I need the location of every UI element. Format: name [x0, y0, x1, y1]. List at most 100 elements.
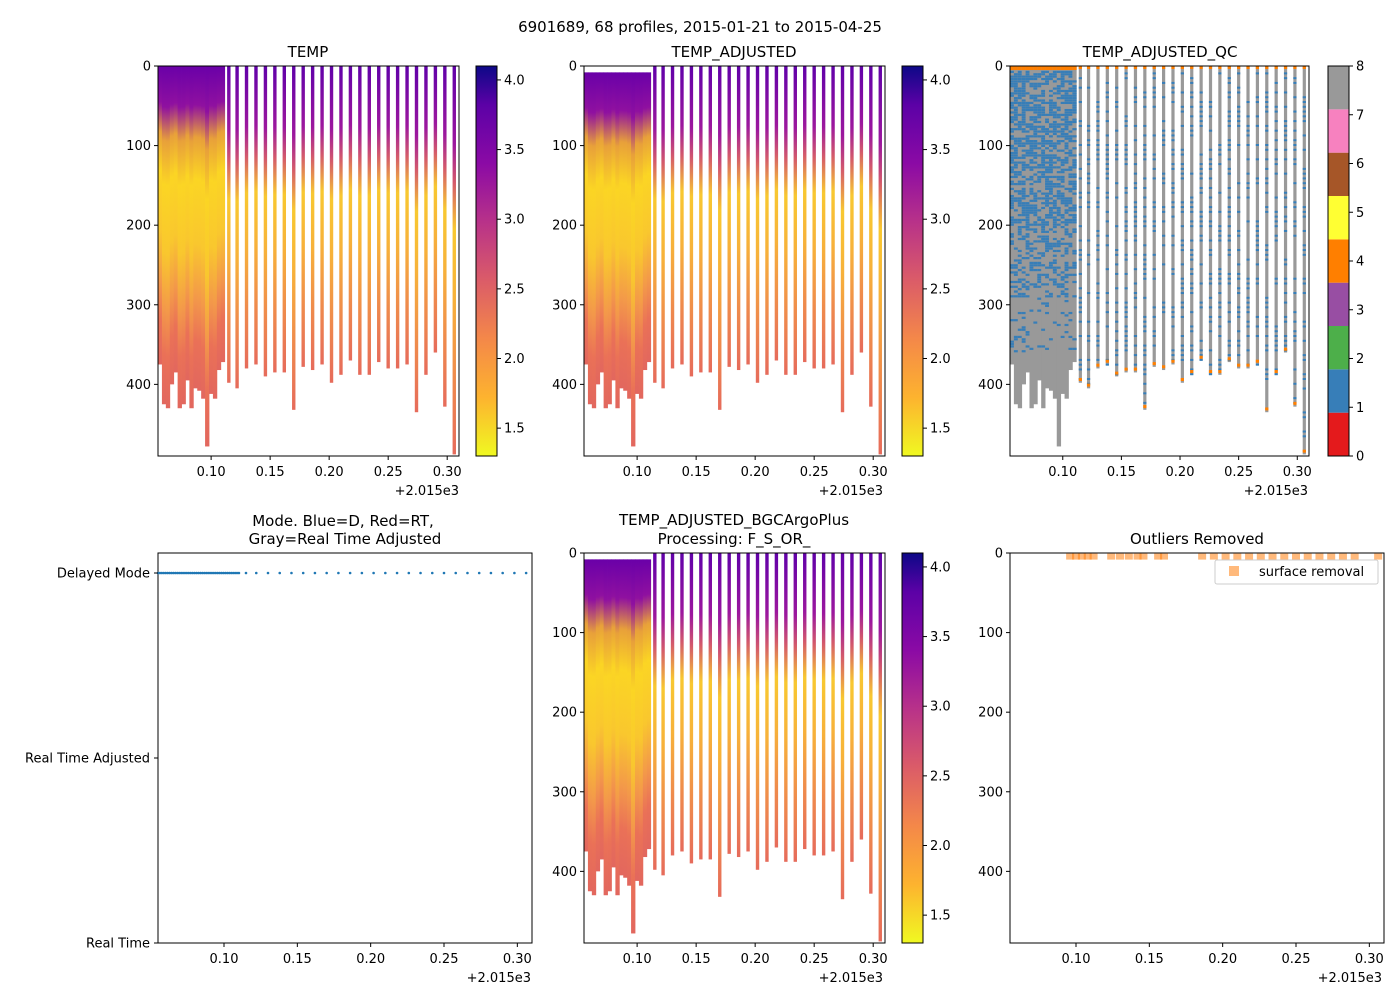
qc-cell-good	[1068, 187, 1073, 190]
qc-cell-good	[1025, 245, 1030, 248]
y-tick-label: 0	[569, 547, 577, 562]
qc-cell-good	[1029, 101, 1034, 105]
qc-cell-good	[1246, 172, 1250, 175]
qc-cell-good	[1060, 140, 1065, 143]
qc-cell-good	[1068, 87, 1073, 90]
qc-cell-good	[1265, 368, 1269, 371]
qc-cell-good	[1010, 151, 1015, 155]
qc-cell-good	[1227, 124, 1231, 127]
qc-cell-good	[1265, 258, 1269, 261]
qc-cell-good	[1060, 202, 1065, 205]
qc-cell-good	[1060, 161, 1065, 164]
qc-cell-good	[1052, 80, 1058, 83]
qc-cell-good	[1302, 411, 1306, 414]
qc-cell-good	[1293, 129, 1297, 132]
qc-cell-good	[1227, 339, 1231, 342]
qc-cell-good	[1037, 154, 1042, 157]
qc-cell-good	[1086, 86, 1091, 89]
qc-cell-good	[1013, 190, 1019, 193]
y-category-label: Delayed Mode	[57, 567, 150, 582]
qc-cell-good	[1180, 124, 1184, 127]
qc-cell-good	[1052, 161, 1058, 164]
qc-cell-good	[1218, 272, 1222, 275]
qc-cell-good	[1152, 225, 1156, 228]
y-tick-label: 300	[126, 298, 151, 313]
qc-cell-good	[1152, 253, 1156, 256]
qc-cell-good	[1293, 225, 1297, 228]
temp-x-ticks: 0.10 0.15 0.20 0.25 0.30	[197, 456, 462, 480]
colorbar-tick-label: 3.5	[930, 143, 951, 158]
qc-cell-good	[1068, 75, 1073, 78]
qc-cell-good	[1072, 338, 1077, 341]
qc-cell-good	[1037, 82, 1042, 85]
qc-cell-good	[1052, 223, 1058, 226]
qc-cell-good	[1048, 266, 1054, 269]
qc-cell-good	[1064, 266, 1069, 269]
qc-cell-good	[1227, 234, 1231, 237]
qc-cell-good	[1302, 358, 1306, 361]
qc-cell-good	[1021, 108, 1026, 112]
qc-cell-good	[1190, 96, 1194, 99]
qc-cell-surface	[1152, 66, 1156, 69]
qc-cell-good	[1152, 77, 1156, 80]
qc-cell-good	[1052, 128, 1058, 131]
qc-cell-good	[1037, 261, 1042, 264]
qc-cell-good	[1143, 401, 1147, 404]
qc-cell-good	[1021, 118, 1026, 121]
qc-cell-good	[1013, 137, 1019, 140]
x-tick-label: 0.10	[1062, 952, 1091, 967]
mode-point	[301, 571, 305, 575]
qc-cell-good	[1029, 168, 1034, 171]
qc-cell-good	[1025, 252, 1030, 255]
qc-cell-surface	[1072, 66, 1077, 70]
qc-bar	[1180, 66, 1184, 383]
qc-cell-good	[1064, 199, 1069, 202]
qc-cell-good	[1255, 144, 1260, 146]
qc-cell-surface	[1013, 66, 1019, 70]
mode-point	[174, 571, 177, 575]
mode-point	[477, 571, 481, 575]
qc-cell-good	[1171, 129, 1175, 132]
qc-cell-surface	[1265, 66, 1269, 69]
profile-bar	[310, 66, 315, 371]
qc-cell-good	[1013, 161, 1019, 164]
qc-cell-good	[1237, 330, 1241, 333]
qc-cell-good	[1041, 175, 1046, 179]
qc-cell-good	[1048, 135, 1054, 138]
qc-cell-good	[1010, 77, 1015, 81]
qc-cell-good	[1274, 234, 1278, 237]
qc-bar	[1086, 66, 1091, 389]
colorbar-segment	[1328, 369, 1349, 413]
qc-cell-good	[1029, 144, 1034, 147]
qc-cell-good	[1052, 249, 1058, 253]
qc-cell-good	[1037, 120, 1042, 124]
qc-cell-good	[1255, 225, 1260, 228]
profile-bar	[821, 553, 826, 856]
qc-cell-good	[1060, 135, 1065, 138]
qc-cell-good	[1021, 183, 1026, 186]
qc-cell-good	[1052, 283, 1058, 286]
profile-bar	[869, 553, 873, 894]
qc-cell-good	[1086, 378, 1091, 380]
profile-bar	[784, 553, 788, 862]
qc-cell-good	[1064, 331, 1069, 334]
qc-cell-good	[1105, 144, 1109, 146]
qc-cell-good	[1096, 282, 1100, 285]
qc-cell-good	[1068, 206, 1073, 210]
mode-point	[229, 571, 233, 575]
qc-cell-good	[1180, 282, 1184, 285]
qc-cell-good	[1064, 137, 1069, 140]
qc-cell-good	[1045, 82, 1050, 85]
x-tick-label: 0.20	[315, 465, 344, 480]
qc-cell-good	[1056, 242, 1062, 245]
outlier-point	[1221, 553, 1230, 560]
profile-bar	[803, 553, 807, 850]
qc-cell-good	[1078, 306, 1082, 309]
qc-cell-good	[1064, 202, 1069, 205]
qc-cell-good	[1068, 335, 1073, 339]
qc-cell-good	[1037, 94, 1042, 97]
qc-cell-good	[1078, 196, 1082, 199]
qc-cell-good	[1218, 234, 1222, 237]
qc-cell-good	[1078, 301, 1082, 304]
